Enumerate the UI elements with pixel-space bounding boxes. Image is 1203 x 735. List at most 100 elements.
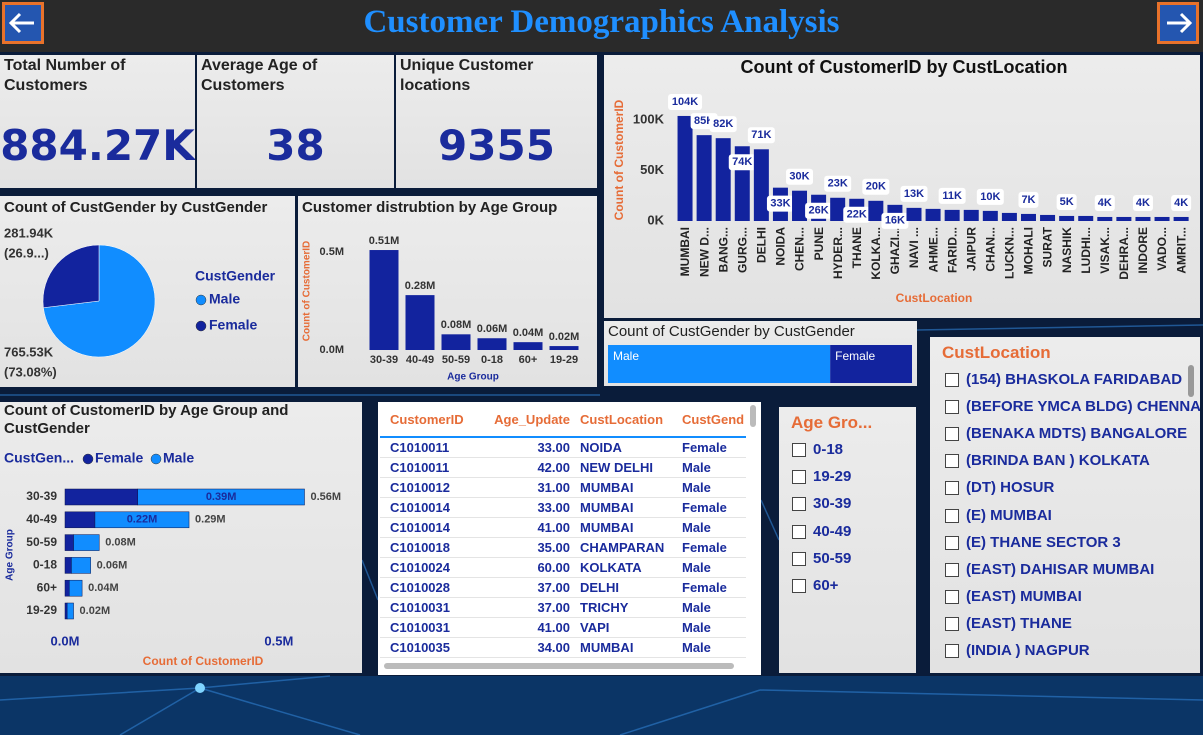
y-tick-label: 50K (640, 162, 664, 177)
slicer-item: (BRINDA BAN ) KOLKATA (966, 452, 1150, 470)
data-label: 30K (789, 171, 809, 183)
data-label-bg (1094, 194, 1115, 211)
slicer-checkbox[interactable] (945, 535, 959, 550)
bar-segment (64, 579, 70, 597)
slicer-checkbox[interactable] (792, 443, 806, 457)
bar-segment (608, 345, 831, 383)
x-tick-label: 19-29 (550, 354, 578, 366)
table-row[interactable]: C1010011 42.00 NEW DELHI Male (380, 457, 746, 478)
slicer-checkbox[interactable] (945, 454, 959, 469)
data-label: 0.22M (127, 514, 158, 526)
data-label: 74K (732, 156, 752, 168)
location-slicer: CustLocation (154) BHASKOLA FARIDABAD (BEF… (930, 337, 1200, 673)
data-label: 4K (1136, 197, 1150, 209)
slicer-item: 30-39 (813, 495, 852, 513)
table-cell: NOIDA (570, 437, 672, 458)
table-cell: 41.00 (474, 617, 570, 638)
slicer-checkbox[interactable] (792, 524, 806, 539)
table-cell: Male (672, 637, 746, 658)
slicer-checkbox[interactable] (945, 508, 959, 523)
data-label-bg (862, 178, 890, 195)
slicer-scrollbar[interactable] (1188, 365, 1194, 397)
slicer-checkbox[interactable] (792, 497, 806, 512)
table-row[interactable]: C1010024 60.00 KOLKATA Male (380, 557, 746, 578)
x-tick-label: 50-59 (442, 354, 470, 366)
table-row[interactable]: C1010035 34.00 MUMBAI Male (380, 637, 746, 658)
total-label: 0.08M (105, 537, 136, 549)
y-axis-title: Count of CustomerID (302, 241, 313, 342)
y-tick-label: 40-49 (26, 512, 57, 526)
kpi-card: Average Age of Customers 38 (197, 55, 394, 188)
total-label: 0.02M (80, 605, 111, 617)
table-row[interactable]: C1010011 33.00 NOIDA Female (380, 437, 746, 458)
legend-title: CustGender (195, 268, 276, 284)
slicer-item: (BENAKA MDTS) BANGALORE (966, 425, 1188, 443)
slicer-checkbox[interactable] (945, 427, 959, 442)
table-row[interactable]: C1010031 41.00 VAPI Male (380, 617, 746, 638)
slicer-checkbox[interactable] (945, 589, 959, 604)
segment-label: Female (835, 349, 875, 363)
slicer-checkbox[interactable] (792, 551, 806, 566)
slicer-item: 19-29 (813, 468, 852, 486)
table-cell: C1010014 (380, 497, 474, 518)
data-label-bg (843, 206, 871, 223)
data-label-bg (1018, 191, 1039, 208)
data-label-bg (1132, 194, 1153, 211)
next-button[interactable] (1157, 2, 1199, 44)
legend-swatch (82, 453, 94, 465)
x-tick-label: AHME... (926, 227, 940, 272)
table-cell: DELHI (570, 577, 672, 598)
y-tick-label: 60+ (37, 580, 57, 594)
table-cell: VAPI (570, 617, 672, 638)
legend-label: Female (209, 317, 257, 333)
bar (753, 149, 769, 221)
data-label: 16K (885, 215, 905, 227)
slicer-checkbox[interactable] (792, 579, 806, 593)
back-button[interactable] (2, 2, 44, 44)
x-tick-label: MUMBAI (678, 227, 692, 276)
slicer-item: (EAST) THANE (966, 614, 1072, 632)
slice-value-label: 281.94K (4, 225, 54, 240)
slicer-checkbox[interactable] (945, 373, 959, 387)
table-row[interactable]: C1010014 41.00 MUMBAI Male (380, 517, 746, 538)
back-arrow (2, 2, 44, 44)
table-cell: 34.00 (474, 637, 570, 658)
table-cell: MUMBAI (570, 637, 672, 658)
slicer-checkbox[interactable] (945, 400, 959, 415)
bar (1116, 216, 1132, 221)
data-label: 13K (904, 188, 924, 200)
table-row[interactable]: C1010014 33.00 MUMBAI Female (380, 497, 746, 518)
slicer-checkbox[interactable] (945, 481, 959, 496)
x-tick-label: LUCKN... (1003, 227, 1017, 279)
data-label: 20K (866, 181, 886, 193)
h-scrollbar[interactable] (384, 663, 734, 669)
x-tick-label: JAIPUR (964, 227, 978, 271)
slicer-checkbox[interactable] (945, 616, 959, 631)
slicer-checkbox[interactable] (945, 644, 959, 658)
next-arrow (1157, 2, 1199, 44)
v-scrollbar[interactable] (750, 405, 756, 427)
slicer-title: Age Gro... (791, 413, 873, 432)
bar (868, 200, 884, 221)
x-tick-label: NAVI ... (907, 227, 921, 268)
table-row[interactable]: C1010028 37.00 DELHI Female (380, 577, 746, 598)
x-tick-label: PUNE (812, 227, 826, 260)
slicer-checkbox[interactable] (945, 562, 959, 577)
data-label-bg (766, 195, 794, 212)
bar (1020, 213, 1036, 221)
bar (1040, 214, 1056, 221)
table-cell: Male (672, 477, 746, 498)
data-label: 71K (751, 129, 771, 141)
age-bar-chart: Customer distrubtion by Age Group 0.0M 0.5… (302, 199, 580, 383)
data-label-bg (881, 212, 909, 229)
table-row[interactable]: C1010018 35.00 CHAMPARAN Female (380, 537, 746, 558)
table-cell: 33.00 (474, 437, 570, 458)
bar (441, 334, 471, 350)
slicer-checkbox[interactable] (792, 470, 806, 485)
data-label-bg (747, 127, 775, 144)
x-tick-label: AMRIT... (1174, 227, 1188, 274)
table-row[interactable]: C1010012 31.00 MUMBAI Male (380, 477, 746, 498)
table-row[interactable]: C1010031 37.00 TRICHY Male (380, 597, 746, 618)
